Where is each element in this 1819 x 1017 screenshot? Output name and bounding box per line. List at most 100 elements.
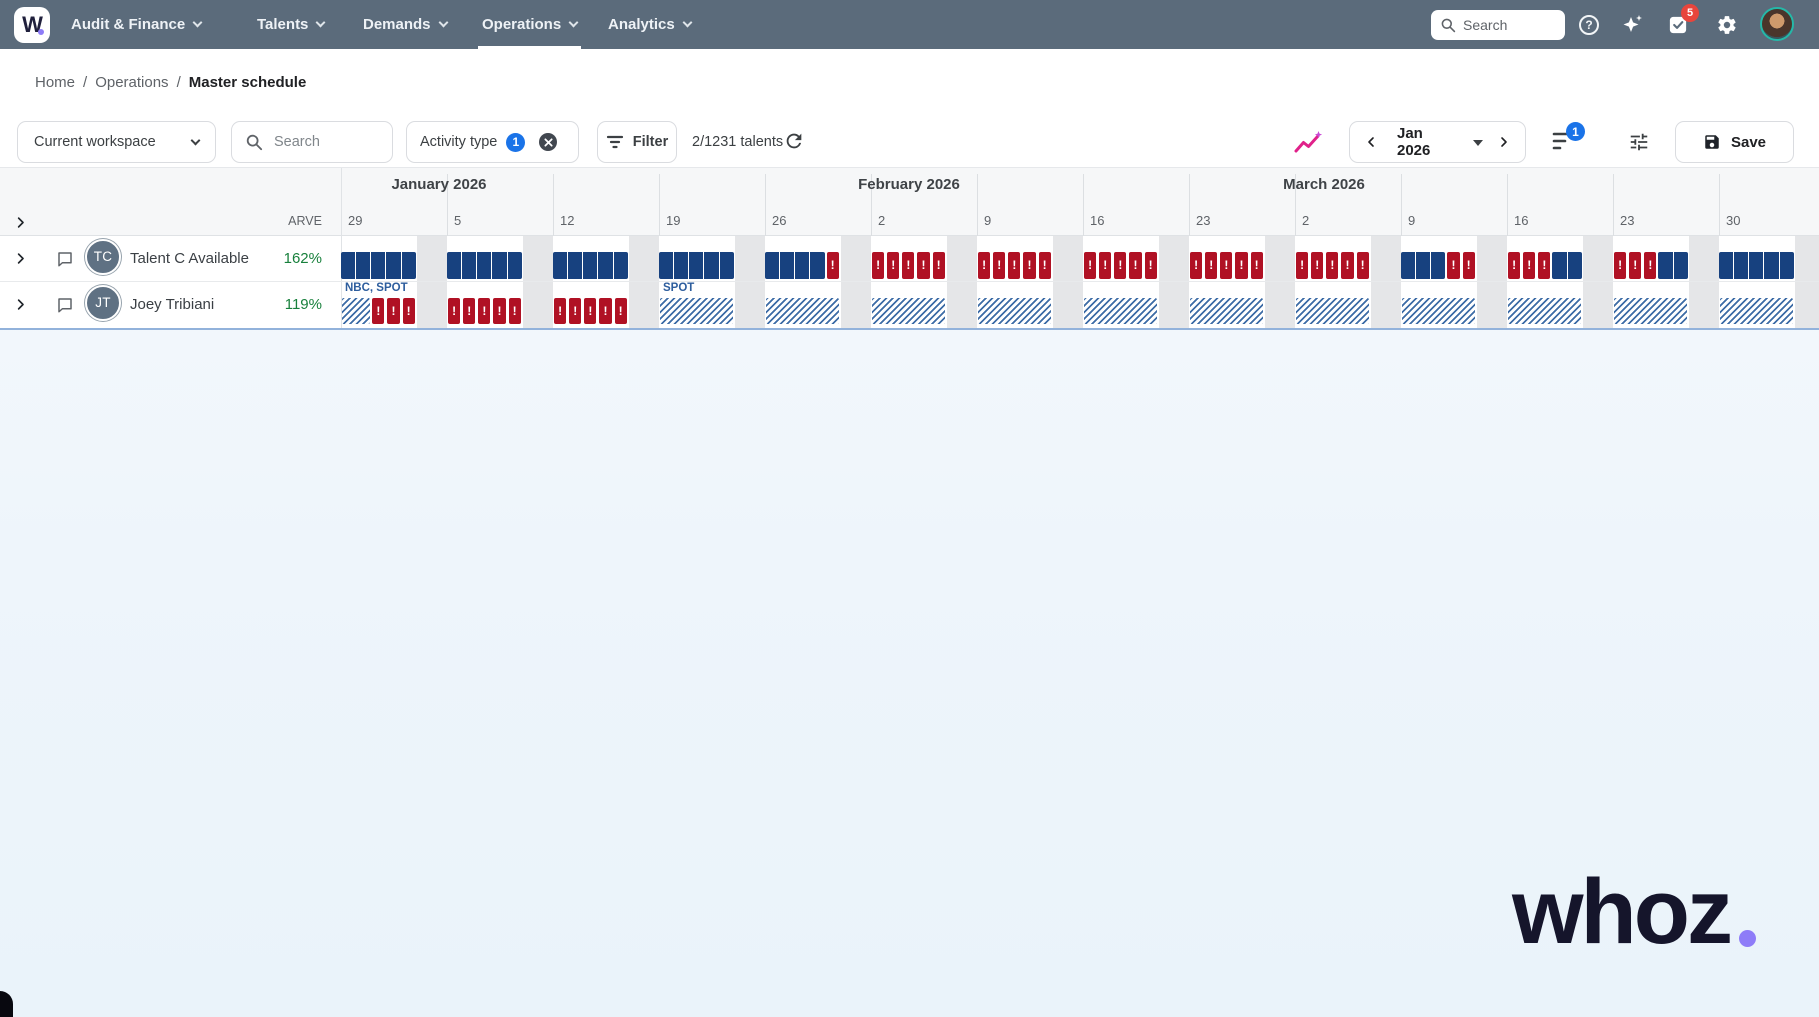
day-cell-overload[interactable]: ! — [1644, 252, 1657, 279]
availability-hatch[interactable] — [1084, 298, 1158, 324]
nav-item-demands[interactable]: Demands — [363, 0, 448, 49]
day-cell-busy[interactable] — [371, 252, 386, 279]
day-cell-busy[interactable] — [492, 252, 507, 279]
day-cell-busy[interactable] — [1779, 252, 1794, 279]
day-cell-overload[interactable]: ! — [569, 298, 582, 324]
availability-hatch[interactable] — [766, 298, 840, 324]
day-cell-busy[interactable] — [613, 252, 628, 279]
day-cell-overload[interactable]: ! — [1205, 252, 1218, 279]
workspace-selector[interactable]: Current workspace — [17, 121, 216, 163]
day-cell-overload[interactable]: ! — [1296, 252, 1309, 279]
day-cell-overload[interactable]: ! — [372, 298, 385, 324]
day-cell-overload[interactable]: ! — [1614, 252, 1627, 279]
day-cell-busy[interactable] — [401, 252, 416, 279]
day-cell-overload[interactable]: ! — [902, 252, 915, 279]
availability-hatch[interactable] — [660, 298, 734, 324]
day-cell-overload[interactable]: ! — [1447, 252, 1460, 279]
day-cell-overload[interactable]: ! — [1538, 252, 1551, 279]
day-cell-busy[interactable] — [553, 252, 568, 279]
day-cell-busy[interactable] — [674, 252, 689, 279]
day-cell-busy[interactable] — [1401, 252, 1416, 279]
day-cell-busy[interactable] — [462, 252, 477, 279]
talent-name[interactable]: Joey Tribiani — [130, 296, 215, 313]
save-button[interactable]: Save — [1675, 121, 1794, 163]
day-cell-overload[interactable]: ! — [932, 252, 945, 279]
tasks-checkbox-icon[interactable]: 5 — [1666, 4, 1699, 37]
day-cell-busy[interactable] — [1673, 252, 1688, 279]
help-icon[interactable]: ? — [1577, 13, 1601, 37]
nav-item-analytics[interactable]: Analytics — [608, 0, 693, 49]
settings-gear-icon[interactable] — [1715, 13, 1739, 37]
day-cell-busy[interactable] — [447, 252, 462, 279]
comment-icon[interactable] — [56, 250, 74, 268]
day-cell-overload[interactable]: ! — [478, 298, 491, 324]
day-cell-busy[interactable] — [765, 252, 780, 279]
day-cell-overload[interactable]: ! — [463, 298, 476, 324]
clear-filter-icon[interactable] — [539, 133, 558, 151]
day-cell-overload[interactable]: ! — [584, 298, 597, 324]
app-logo[interactable]: W — [14, 7, 50, 43]
day-cell-overload[interactable]: ! — [554, 298, 567, 324]
day-cell-overload[interactable]: ! — [872, 252, 885, 279]
day-cell-overload[interactable]: ! — [1099, 252, 1112, 279]
next-period-chevron[interactable] — [1496, 134, 1512, 150]
nav-item-talents[interactable]: Talents — [257, 0, 326, 49]
day-cell-overload[interactable]: ! — [1190, 252, 1203, 279]
day-cell-busy[interactable] — [810, 252, 825, 279]
day-cell-overload[interactable]: ! — [1084, 252, 1097, 279]
refresh-icon[interactable] — [783, 130, 807, 154]
day-cell-busy[interactable] — [1552, 252, 1567, 279]
trend-chart-icon[interactable] — [1292, 130, 1324, 156]
day-cell-overload[interactable]: ! — [978, 252, 991, 279]
day-cell-busy[interactable] — [704, 252, 719, 279]
day-cell-overload[interactable]: ! — [402, 298, 415, 324]
day-cell-overload[interactable]: ! — [917, 252, 930, 279]
day-cell-overload[interactable]: ! — [1508, 252, 1521, 279]
day-cell-busy[interactable] — [1431, 252, 1446, 279]
talent-avatar[interactable]: TC — [85, 238, 121, 275]
day-cell-overload[interactable]: ! — [508, 298, 521, 324]
day-cell-overload[interactable]: ! — [1235, 252, 1248, 279]
sort-button[interactable]: 1 — [1552, 122, 1585, 153]
row-expand-chevron-icon[interactable] — [12, 251, 28, 267]
day-cell-busy[interactable] — [795, 252, 810, 279]
day-cell-busy[interactable] — [1749, 252, 1764, 279]
day-cell-busy[interactable] — [689, 252, 704, 279]
nav-item-audit-finance[interactable]: Audit & Finance — [71, 0, 203, 49]
day-cell-overload[interactable]: ! — [1629, 252, 1642, 279]
day-cell-overload[interactable]: ! — [1114, 252, 1127, 279]
day-cell-overload[interactable]: ! — [1250, 252, 1263, 279]
day-cell-overload[interactable]: ! — [1023, 252, 1036, 279]
availability-hatch[interactable] — [342, 298, 370, 324]
availability-hatch[interactable] — [1614, 298, 1688, 324]
availability-hatch[interactable] — [1296, 298, 1370, 324]
filter-button[interactable]: Filter — [597, 121, 677, 163]
activity-type-filter-chip[interactable]: Activity type 1 — [406, 121, 579, 163]
day-cell-busy[interactable] — [477, 252, 492, 279]
day-cell-busy[interactable] — [1416, 252, 1431, 279]
day-cell-overload[interactable]: ! — [1356, 252, 1369, 279]
day-cell-overload[interactable]: ! — [1038, 252, 1051, 279]
period-dropdown-caret[interactable] — [1473, 139, 1483, 151]
breadcrumb-operations[interactable]: Operations — [95, 74, 169, 91]
previous-period-chevron[interactable] — [1363, 134, 1379, 150]
day-cell-busy[interactable] — [1719, 252, 1734, 279]
row-expand-chevron-icon[interactable] — [12, 297, 28, 313]
breadcrumb-home[interactable]: Home — [35, 74, 76, 91]
day-cell-overload[interactable]: ! — [826, 252, 839, 279]
day-cell-busy[interactable] — [583, 252, 598, 279]
day-cell-overload[interactable]: ! — [993, 252, 1006, 279]
day-cell-overload[interactable]: ! — [1144, 252, 1157, 279]
availability-hatch[interactable] — [978, 298, 1052, 324]
user-avatar[interactable] — [1760, 7, 1794, 41]
availability-hatch[interactable] — [1402, 298, 1476, 324]
day-cell-overload[interactable]: ! — [599, 298, 612, 324]
day-cell-busy[interactable] — [341, 252, 356, 279]
day-cell-overload[interactable]: ! — [1523, 252, 1536, 279]
day-cell-overload[interactable]: ! — [1129, 252, 1142, 279]
day-cell-busy[interactable] — [1567, 252, 1582, 279]
day-cell-overload[interactable]: ! — [1008, 252, 1021, 279]
availability-hatch[interactable] — [872, 298, 946, 324]
day-cell-busy[interactable] — [780, 252, 795, 279]
day-cell-overload[interactable]: ! — [1341, 252, 1354, 279]
